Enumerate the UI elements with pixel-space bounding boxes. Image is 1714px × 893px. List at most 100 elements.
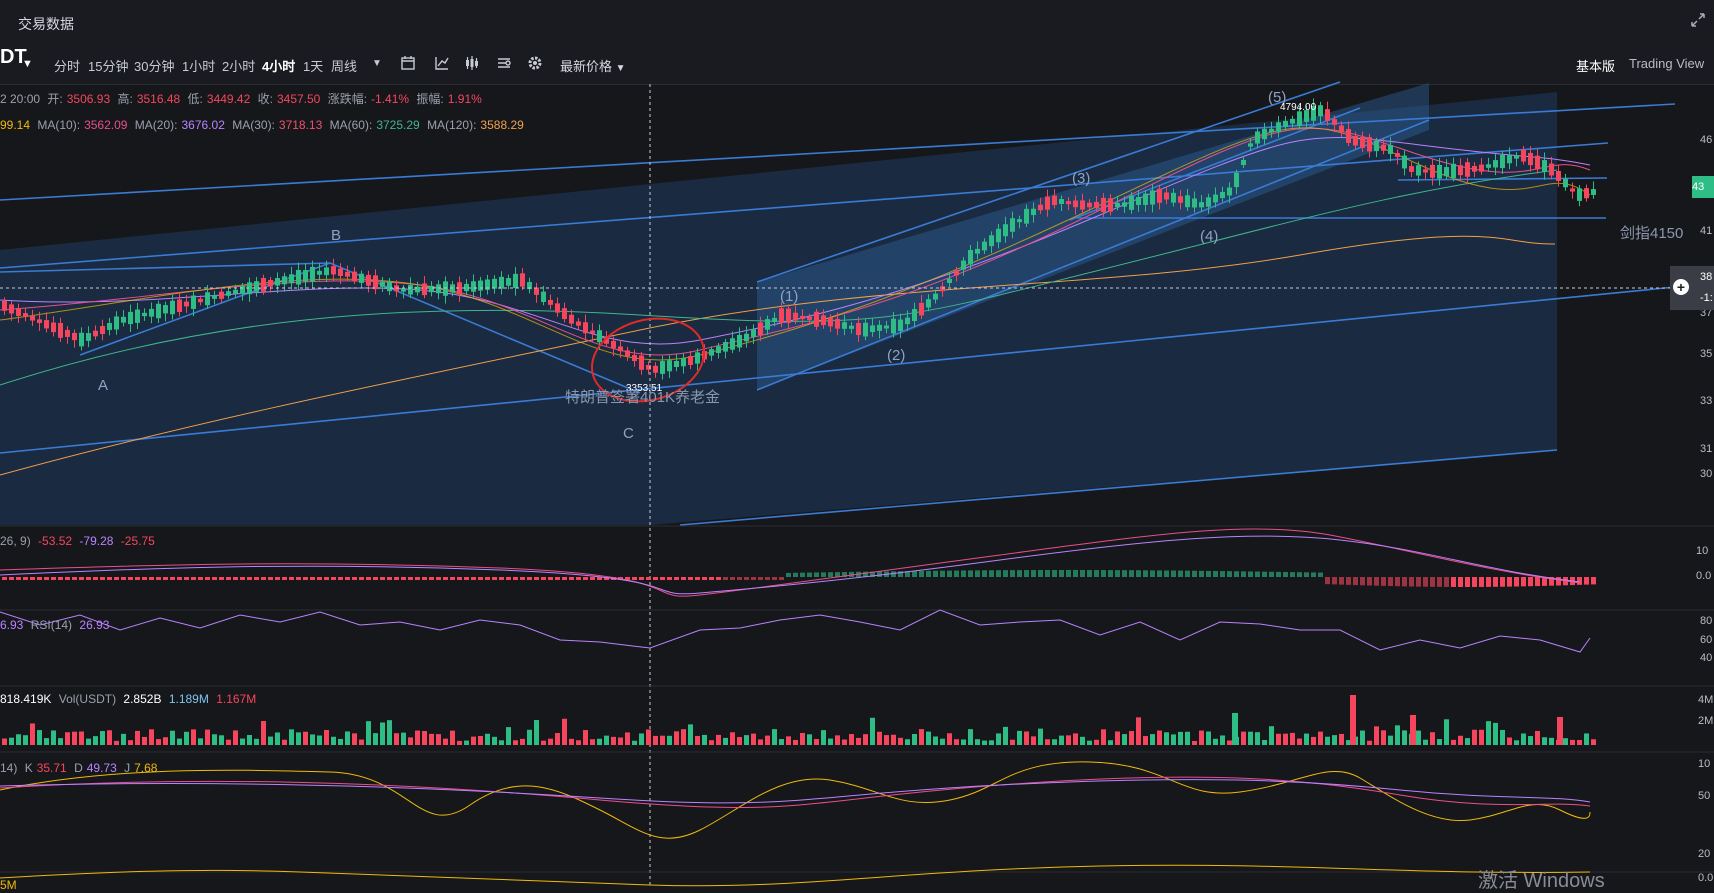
candle-body: [632, 354, 637, 362]
macd-bar: [1318, 572, 1323, 577]
channel-lines: [0, 81, 1676, 526]
price-tick: 31: [1700, 443, 1713, 455]
tf-2h[interactable]: 2小时: [222, 59, 256, 74]
volume-bar: [751, 733, 756, 745]
basic-view-tab[interactable]: 基本版: [1576, 59, 1616, 74]
tf-30m[interactable]: 30分钟: [134, 59, 175, 74]
candle-body: [191, 295, 196, 309]
candle-body: [772, 317, 777, 323]
macd-bar: [1241, 571, 1246, 577]
macd-bar: [198, 577, 203, 580]
candle-body: [660, 361, 665, 374]
candle-body: [821, 315, 826, 326]
candle-body: [338, 268, 343, 276]
candle-body: [919, 302, 924, 316]
candle-body: [1010, 218, 1015, 232]
candle-body: [604, 337, 609, 344]
volume-bar: [513, 740, 518, 745]
draw-line-icon[interactable]: [434, 55, 450, 71]
macd-bar: [968, 570, 973, 577]
volume-bar: [1157, 730, 1162, 745]
volume-bar: [961, 739, 966, 745]
tf-1w[interactable]: 周线: [331, 59, 358, 74]
macd-bar: [681, 577, 686, 580]
volume-bar: [849, 734, 854, 745]
expand-icon[interactable]: [1690, 12, 1706, 28]
macd-bar: [1507, 577, 1512, 587]
tf-15m[interactable]: 15分钟: [88, 59, 129, 74]
volume-value-2: 1.189M: [168, 692, 209, 706]
candle-body: [408, 284, 413, 295]
candle-body: [1024, 208, 1029, 224]
candle-body: [9, 304, 14, 314]
candle-body: [1465, 162, 1470, 177]
indicators-icon[interactable]: [496, 55, 512, 71]
macd-bar: [1521, 577, 1526, 587]
more-timeframes-icon[interactable]: ▼: [372, 58, 382, 69]
volume-bar: [233, 730, 238, 745]
tf-1d[interactable]: 1天: [303, 59, 324, 74]
volume-bar: [170, 730, 175, 745]
ma120-value: 3588.29: [480, 118, 524, 132]
macd-bar: [331, 577, 336, 580]
tf-4h[interactable]: 4小时: [262, 59, 296, 74]
candle-body: [1227, 187, 1232, 196]
add-order-icon[interactable]: +: [1673, 279, 1689, 295]
volume-bar: [968, 729, 973, 745]
volume-bar: [1220, 735, 1225, 745]
macd-bar: [499, 577, 504, 580]
macd-bar: [1339, 577, 1344, 585]
gear-icon[interactable]: [527, 55, 543, 71]
chevron-down-icon[interactable]: ▼: [22, 58, 33, 70]
rsi-value-0: 6.93: [0, 618, 24, 632]
candle-type-icon[interactable]: [464, 55, 480, 71]
volume-bar: [499, 740, 504, 745]
candle-body: [527, 282, 532, 290]
macd-bar: [772, 577, 777, 580]
candle-body: [30, 315, 35, 321]
macd-tick: 0.0: [1696, 570, 1712, 582]
symbol-label[interactable]: DT: [0, 46, 27, 68]
volume-bar: [1232, 713, 1238, 745]
macd-bar: [184, 577, 189, 580]
macd-bar: [534, 577, 539, 580]
candle-body: [492, 278, 497, 289]
macd-bar: [345, 577, 350, 580]
tf-1[interactable]: 分时: [54, 59, 81, 74]
volume-bar: [1010, 739, 1015, 745]
volume-bar: [1115, 731, 1120, 745]
macd-bar: [716, 577, 721, 580]
candle-body: [1094, 201, 1099, 209]
volume-bar: [1045, 739, 1050, 745]
target-annotation: 剑指4150: [1620, 225, 1683, 242]
tradingview-tab[interactable]: Trading View: [1629, 56, 1705, 71]
candle-body: [1346, 129, 1351, 143]
candle-body: [940, 286, 945, 292]
macd-bar: [121, 577, 126, 580]
macd-bar: [114, 577, 119, 580]
macd-bar: [219, 577, 224, 580]
change-label: 涨跌幅:: [327, 92, 368, 106]
volume-bar: [198, 738, 203, 745]
candle-body: [380, 281, 385, 287]
calendar-icon[interactable]: [400, 55, 416, 71]
bottom-value-0: 5M: [0, 878, 17, 892]
candle-body: [541, 291, 546, 302]
tf-1h[interactable]: 1小时: [182, 59, 216, 74]
volume-bar: [674, 731, 679, 745]
candle-body: [331, 266, 336, 275]
volume-bar: [947, 733, 952, 745]
candle-body: [1493, 160, 1498, 168]
candle-body: [1129, 195, 1134, 210]
price-type-select[interactable]: 最新价格 ▼: [560, 56, 626, 75]
macd-bar: [16, 577, 21, 580]
volume-bar: [982, 740, 987, 745]
candle-body: [1339, 125, 1344, 133]
volume-bar: [1486, 721, 1491, 745]
volume-bar: [695, 735, 700, 745]
macd-bar: [443, 577, 448, 580]
macd-bar: [1010, 570, 1015, 577]
macd-bar: [590, 577, 595, 580]
volume-bar: [128, 740, 133, 745]
